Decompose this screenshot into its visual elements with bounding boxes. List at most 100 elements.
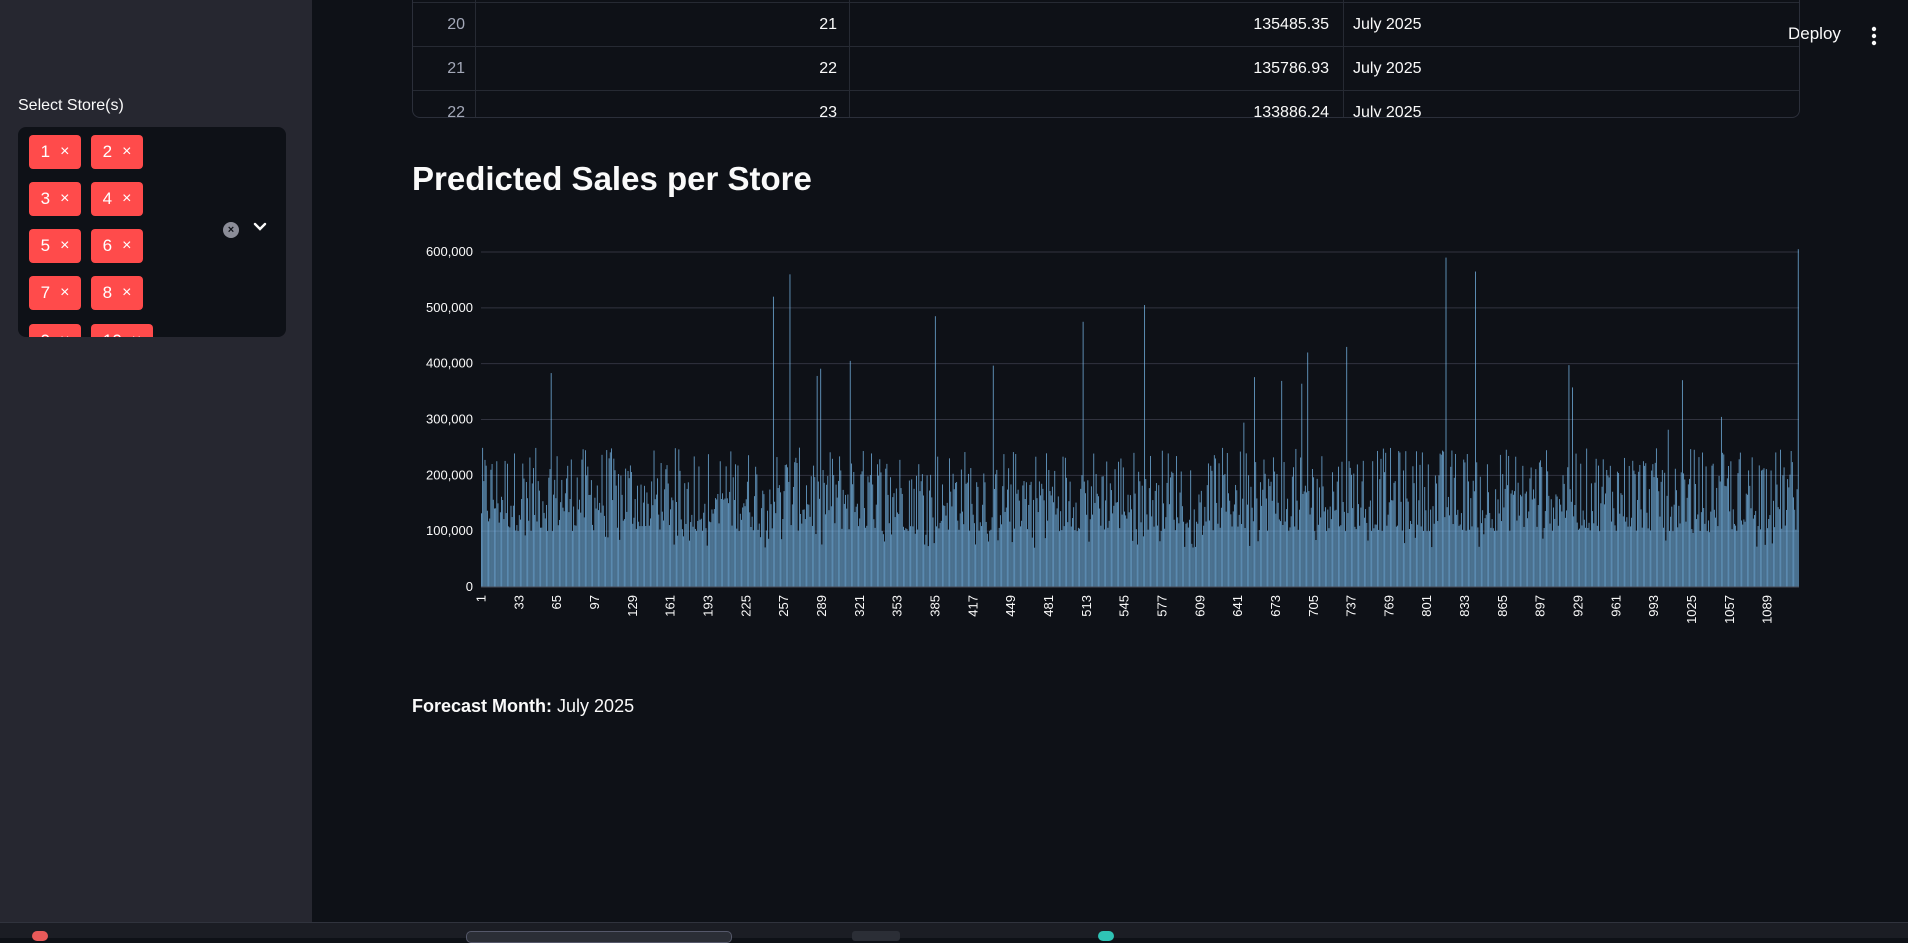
bar[interactable] [886,463,888,587]
bar[interactable] [1505,449,1507,587]
bar[interactable] [1118,461,1120,587]
bar[interactable] [1790,451,1792,587]
bar[interactable] [1684,479,1686,587]
bar[interactable] [1342,501,1344,587]
bar[interactable] [674,448,676,587]
bar[interactable] [1567,467,1569,587]
bar[interactable] [932,517,934,587]
bar[interactable] [780,492,781,587]
bar[interactable] [1523,526,1525,587]
bar[interactable] [1717,526,1719,587]
bar[interactable] [771,528,773,587]
bar[interactable] [889,477,891,587]
bar[interactable] [751,516,753,587]
bar[interactable] [1256,498,1258,587]
bar[interactable] [1492,528,1494,587]
bar[interactable] [754,496,755,587]
bar[interactable] [1438,475,1440,587]
bar[interactable] [527,498,528,587]
bar[interactable] [1067,522,1069,587]
bar[interactable] [776,457,778,587]
bar[interactable] [1437,521,1439,587]
bar[interactable] [1481,523,1482,587]
bar[interactable] [1335,509,1337,587]
bar[interactable] [495,508,497,587]
bar[interactable] [906,529,908,587]
bar[interactable] [1365,509,1367,587]
bar[interactable] [622,520,624,587]
bar[interactable] [521,498,523,587]
bar[interactable] [1261,505,1263,587]
bar[interactable] [1085,493,1086,587]
bar[interactable] [1686,497,1688,587]
bar[interactable] [1657,477,1659,587]
bar[interactable] [946,502,948,587]
bar[interactable] [1364,517,1365,587]
bar[interactable] [833,475,835,587]
bar[interactable] [783,491,785,587]
bar[interactable] [1514,491,1515,587]
bar[interactable] [887,494,889,587]
bar[interactable] [660,463,662,587]
bar[interactable] [1167,453,1169,587]
bar[interactable] [848,529,850,587]
bar[interactable] [1541,467,1543,587]
bar[interactable] [644,485,645,587]
bar[interactable] [1258,529,1260,587]
bar[interactable] [1333,491,1335,587]
bar[interactable] [903,526,904,587]
bar[interactable] [1385,452,1387,587]
bar[interactable] [599,502,601,587]
bar[interactable] [826,484,828,587]
bar[interactable] [863,508,865,587]
bar[interactable] [770,504,772,587]
bar[interactable] [641,526,643,587]
bar[interactable] [730,451,732,587]
bar[interactable] [1098,496,1099,587]
bar[interactable] [607,537,609,587]
bar[interactable] [637,485,638,587]
bar[interactable] [1512,494,1514,587]
bar[interactable] [638,521,640,587]
bar[interactable] [1119,528,1121,587]
bar[interactable] [1736,530,1738,587]
bar[interactable] [757,529,759,587]
bar[interactable] [852,484,854,587]
bar[interactable] [1756,546,1758,587]
bar[interactable] [1407,501,1409,587]
bar[interactable] [1440,454,1442,587]
bar[interactable] [481,513,482,587]
bar[interactable] [1222,447,1224,587]
bar[interactable] [1233,504,1235,587]
bar[interactable] [1076,531,1078,587]
bar[interactable] [1796,489,1798,587]
bar[interactable] [1106,461,1108,587]
bar[interactable] [759,537,761,587]
bar[interactable] [1066,477,1067,587]
bar[interactable] [1784,525,1786,587]
bar[interactable] [1181,506,1183,587]
bar[interactable] [1711,465,1713,587]
bar[interactable] [1326,531,1328,587]
bar[interactable] [1037,512,1039,587]
bar[interactable] [1137,544,1138,587]
bar[interactable] [1674,468,1676,587]
bar[interactable] [1757,526,1759,587]
bar[interactable] [1716,487,1718,587]
bar[interactable] [843,503,845,587]
bar[interactable] [1023,481,1025,587]
bar[interactable] [711,509,713,588]
bar[interactable] [1483,534,1485,587]
bar[interactable] [1306,492,1307,587]
bar[interactable] [1443,451,1445,587]
bar[interactable] [562,507,564,587]
bar[interactable] [1029,484,1031,587]
bar[interactable] [1637,499,1638,587]
bar[interactable] [1378,529,1380,587]
bar[interactable] [1177,517,1179,587]
bar[interactable] [1336,481,1338,587]
bar[interactable] [750,527,752,587]
bar[interactable] [1289,527,1291,587]
bar[interactable] [1566,510,1568,587]
bar[interactable] [846,508,848,587]
